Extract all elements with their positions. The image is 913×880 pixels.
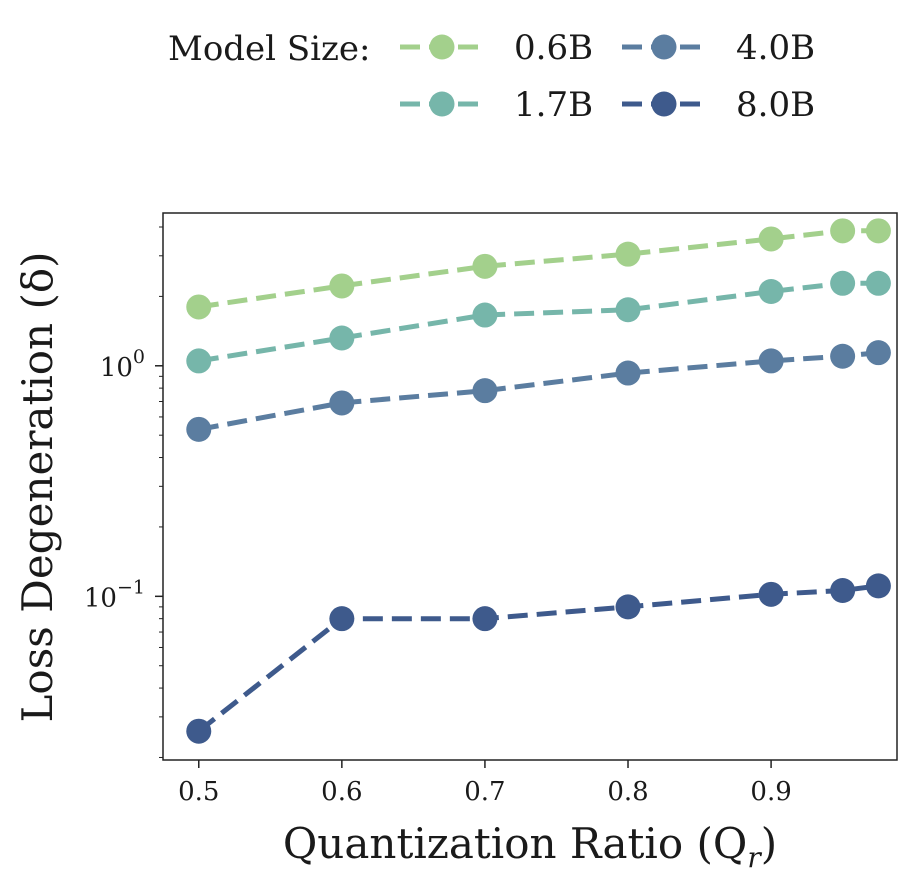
data-point [758, 279, 784, 305]
x-tick-label: 0.9 [750, 777, 791, 807]
data-point [329, 273, 355, 299]
x-tick-label: 0.8 [607, 777, 648, 807]
data-point [615, 297, 641, 323]
series-8.0B [186, 573, 891, 744]
x-axis-title-end: ) [761, 819, 777, 868]
y-axis-title: Loss Degeneration (δ) [13, 252, 62, 723]
legend-label: 1.7B [514, 85, 593, 125]
series-line [197, 583, 879, 734]
legend-marker [651, 34, 677, 60]
legend-marker [429, 34, 455, 60]
data-point [186, 294, 212, 320]
y-tick-label: 10−1 [84, 576, 145, 613]
legend-entries: 0.6B 1.7B 4.0B 8.0B [400, 28, 815, 125]
plot-frame [162, 212, 898, 761]
x-tick-label: 0.5 [178, 777, 219, 807]
y-tick-exponent: −1 [117, 576, 145, 598]
data-point [830, 270, 856, 296]
legend-label: 8.0B [736, 85, 815, 125]
data-point [329, 390, 355, 416]
legend-label: 4.0B [736, 28, 815, 68]
x-axis-title-sub: r [747, 841, 762, 874]
legend-label: 0.6B [514, 28, 593, 68]
x-tick-label: 0.6 [321, 777, 362, 807]
data-point [758, 226, 784, 252]
data-point [472, 606, 498, 632]
data-point [758, 348, 784, 374]
series-4.0B [186, 340, 891, 442]
series-0.6B [186, 218, 891, 320]
x-axis-title: Quantization Ratio (Qr) [283, 819, 777, 874]
y-tick-label: 100 [100, 346, 145, 383]
data-point [758, 581, 784, 607]
series-1.7B [186, 270, 891, 374]
legend: Model Size: 0.6B 1.7B 4.0B 8.0B [168, 28, 815, 125]
y-tick-base: 10 [84, 583, 117, 613]
legend-entry-0.6B: 0.6B [400, 28, 593, 68]
legend-title: Model Size: [168, 29, 371, 69]
data-point [865, 340, 891, 366]
data-point [865, 573, 891, 599]
data-point [830, 577, 856, 603]
legend-entry-4.0B: 4.0B [622, 28, 815, 68]
data-point [472, 253, 498, 279]
data-point [615, 594, 641, 620]
data-point [615, 360, 641, 386]
data-point [865, 270, 891, 296]
legend-entry-8.0B: 8.0B [622, 85, 815, 125]
data-point [615, 241, 641, 267]
data-point [472, 378, 498, 404]
legend-marker [429, 91, 455, 117]
data-point [329, 606, 355, 632]
data-point [472, 302, 498, 328]
x-axis-title-main: Quantization Ratio (Q [283, 819, 747, 868]
x-tick-label: 0.7 [464, 777, 505, 807]
data-point [186, 416, 212, 442]
data-point [329, 325, 355, 351]
data-point [830, 343, 856, 369]
data-point [186, 718, 212, 744]
y-tick-base: 10 [100, 353, 133, 383]
data-point [830, 218, 856, 244]
legend-entry-1.7B: 1.7B [400, 85, 593, 125]
y-tick-exponent: 0 [133, 346, 145, 368]
data-point [865, 218, 891, 244]
data-point [186, 348, 212, 374]
series-layer [186, 218, 891, 744]
legend-marker [651, 91, 677, 117]
